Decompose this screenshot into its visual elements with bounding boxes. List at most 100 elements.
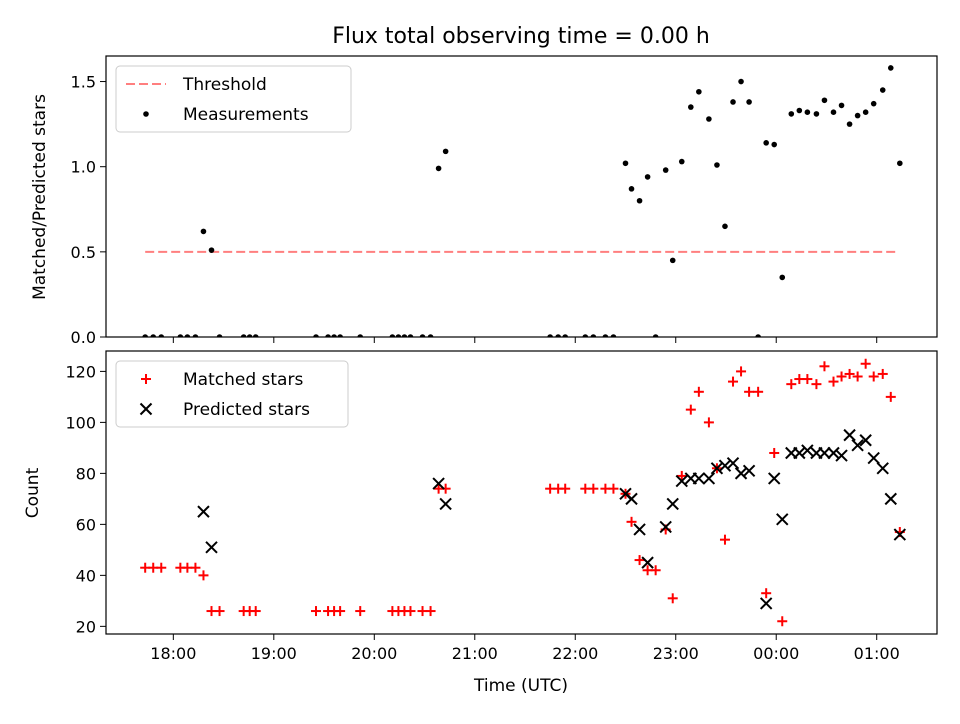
predicted-star-point-b (702, 472, 716, 485)
predicted-star-point-b (734, 467, 748, 480)
matched-star-point (588, 483, 599, 494)
predicted-star-point (205, 541, 218, 554)
predicted-star-point-b (726, 456, 740, 470)
measurement-point (796, 107, 803, 114)
x-tick-label: 01:00 (854, 644, 900, 663)
predicted-star-point-b (835, 449, 848, 462)
predicted-star-point (827, 446, 840, 460)
matched-star-point (852, 371, 863, 382)
x-tick-label: 00:00 (753, 644, 799, 663)
predicted-star-point-b (641, 556, 654, 569)
predicted-star-point (759, 597, 773, 610)
measurement-point (610, 334, 617, 337)
matched-star-point (719, 534, 730, 545)
top-legend-box (115, 65, 352, 133)
measurement-point (846, 121, 853, 127)
bottom-legend-box (115, 360, 349, 428)
legend-predicted-swatch (139, 402, 153, 416)
matched-star-point (728, 376, 739, 387)
matched-star-point (626, 516, 637, 527)
matched-star-point (819, 361, 830, 372)
measurement-point (357, 334, 364, 337)
top-y-tick-label: 1.5 (71, 73, 96, 92)
predicted-star-point-b (710, 462, 724, 475)
predicted-star-point (801, 444, 814, 457)
measurement-point (435, 165, 442, 172)
measurement-point (177, 334, 184, 337)
predicted-star-point (633, 523, 646, 536)
measurement-point (763, 140, 769, 146)
x-tick-label: 23:00 (653, 644, 699, 663)
predicted-star-point-b (793, 446, 806, 460)
bottom-y-tick-label: 60 (76, 515, 96, 534)
measurement-point (636, 197, 643, 204)
measurement-point (838, 102, 845, 109)
predicted-star-point-b (851, 439, 864, 452)
measurement-point (714, 162, 720, 168)
measurement-point (208, 247, 215, 253)
measurement-point (184, 334, 191, 337)
x-tick-label: 18:00 (150, 644, 196, 663)
top-legend: Threshold Measurements (115, 65, 352, 133)
predicted-star-point (625, 492, 638, 506)
bottom-axes-frame (105, 350, 938, 635)
bottom-y-tick-label: 20 (76, 617, 96, 636)
measurement-point (150, 334, 157, 337)
measurement-point (395, 334, 402, 337)
measurement-point (688, 104, 694, 110)
measurement-point (427, 334, 434, 337)
matched-star-point (425, 606, 436, 617)
predicted-star-point (734, 467, 748, 480)
predicted-star-point-b (759, 597, 773, 610)
matched-star-point (608, 483, 619, 494)
measurement-point (722, 223, 728, 230)
predicted-star-point-b (776, 513, 789, 526)
predicted-star-point (726, 456, 740, 470)
predicted-star-point (818, 446, 831, 460)
x-axis-label: Time (UTC) (473, 676, 568, 696)
top-y-tick-label: 1.0 (71, 158, 96, 177)
measurement-point (706, 116, 712, 122)
bottom-panel: 20 40 60 80 100 120 18:00 19:00 20:00 21:00 22:00 2… (65, 350, 938, 663)
legend-matched-swatch (141, 374, 151, 384)
measurement-point (331, 334, 337, 337)
top-plot-area (142, 65, 903, 337)
bottom-y-tick-label: 40 (76, 566, 96, 585)
measurement-point (854, 112, 861, 119)
x-tick-label: 21:00 (452, 644, 498, 663)
measurement-point (730, 99, 736, 105)
measurement-point (240, 334, 247, 337)
measurement-point (200, 228, 207, 235)
matched-star-point (828, 376, 839, 387)
predicted-star-point-b (843, 428, 856, 442)
predicted-star-point (876, 462, 889, 475)
measurement-point (755, 334, 761, 337)
matched-star-point (769, 447, 780, 458)
predicted-star-point-b (718, 459, 732, 472)
measurement-point (562, 334, 569, 337)
matched-star-point (703, 417, 714, 428)
matched-star-point (198, 570, 209, 581)
measurement-point (662, 167, 669, 173)
predicted-star-point (859, 434, 872, 447)
predicted-star-point-b (876, 462, 889, 475)
predicted-star-point-b (205, 541, 218, 554)
predicted-star-point (439, 497, 452, 511)
predicted-star-point-b (675, 474, 688, 488)
measurement-point (442, 148, 449, 155)
predicted-star-point-b (439, 497, 452, 511)
matched-star-point (836, 371, 847, 382)
matched-star-point (761, 588, 772, 599)
predicted-star-point-b (801, 444, 814, 457)
measurement-point (628, 186, 635, 192)
predicted-star-point-b (768, 472, 781, 485)
top-y-axis-label: Matched/Predicted stars (30, 94, 50, 300)
predicted-star-point-b (659, 520, 672, 534)
predicted-star-point-b (432, 477, 445, 490)
predicted-star-point (884, 492, 897, 506)
matched-star-point (736, 366, 747, 377)
matched-star-point (405, 606, 416, 617)
measurement-point (602, 334, 609, 337)
predicted-star-point-b (633, 523, 646, 536)
